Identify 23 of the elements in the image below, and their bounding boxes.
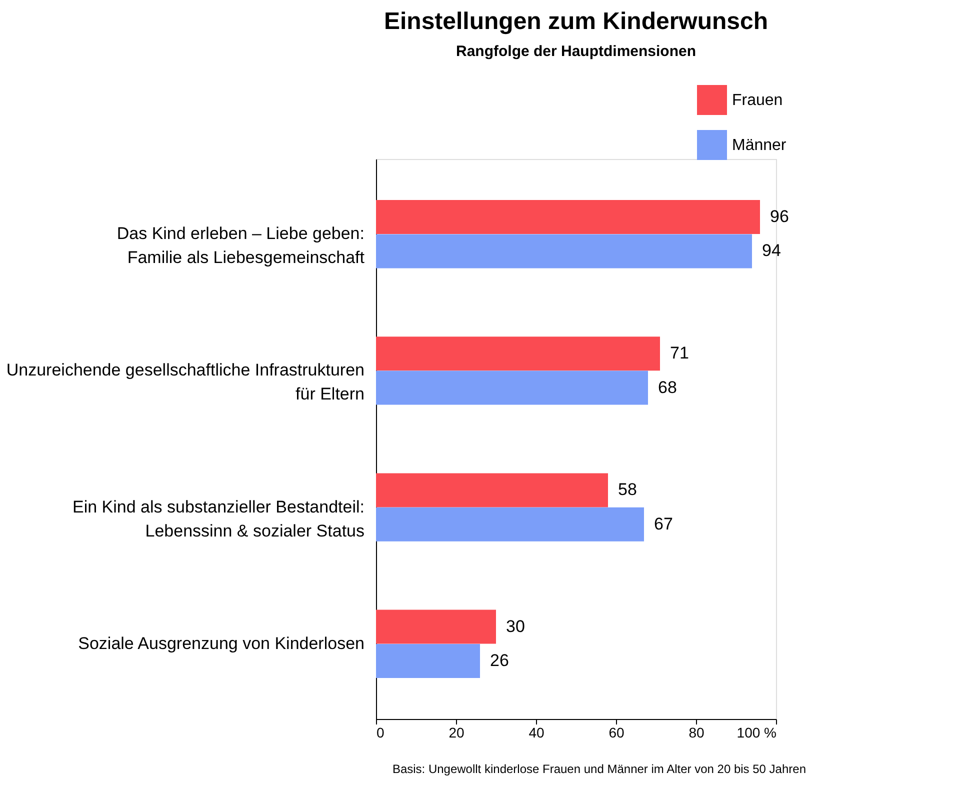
legend-label: Männer	[732, 137, 787, 154]
y-tick-label: Ein Kind als substanzieller Bestandteil: Lebenssinn & sozialer Status	[72, 497, 364, 540]
data-label: 30	[506, 616, 525, 636]
chart-title: Einstellungen zum Kinderwunsch	[384, 8, 768, 35]
x-tick-label: 80	[688, 724, 704, 740]
data-label: 94	[762, 241, 781, 260]
x-tick-label: 40	[528, 724, 544, 740]
y-tick-label: Soziale Ausgrenzung von Kinderlosen	[78, 634, 364, 653]
data-label: 68	[658, 378, 677, 397]
x-tick-label: 60	[608, 724, 624, 740]
x-tick-label: 100 %	[736, 724, 776, 740]
y-tick-label: Das Kind erleben – Liebe geben: Familie als Liebesgemeinschaft	[116, 224, 365, 268]
chart-subtitle: Rangfolge der Hauptdimensionen	[456, 43, 696, 60]
legend-label: Frauen	[732, 92, 783, 109]
data-label: 71	[670, 344, 689, 363]
x-tick-label: 0	[376, 724, 384, 740]
data-label: 26	[490, 650, 509, 670]
text: Basis: Ungewollt kinderlose Frauen und Männer im Alter von 20 bis 50 Jahren	[392, 762, 806, 776]
y-tick-label: Unzureichende gesellschaftliche Infrastrukturen für Eltern	[6, 360, 364, 404]
data-label: 67	[654, 514, 673, 534]
x-tick-label: 20	[448, 724, 464, 740]
data-label: 58	[618, 480, 637, 500]
data-label: 96	[770, 207, 789, 226]
